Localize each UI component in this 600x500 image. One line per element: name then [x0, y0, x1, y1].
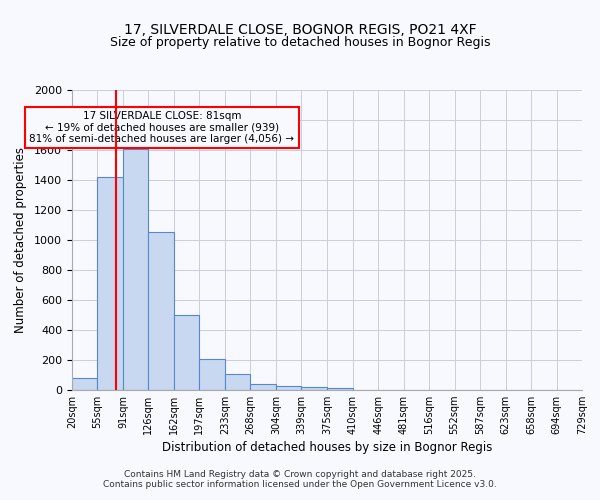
Bar [199, 359, 225, 390]
Bar [123, 148, 148, 390]
Y-axis label: Number of detached properties: Number of detached properties [14, 147, 27, 333]
Bar [301, 387, 328, 390]
Bar [225, 374, 250, 390]
Bar [328, 388, 353, 390]
Text: 17, SILVERDALE CLOSE, BOGNOR REGIS, PO21 4XF: 17, SILVERDALE CLOSE, BOGNOR REGIS, PO21… [124, 22, 476, 36]
Bar [250, 384, 276, 390]
Bar [276, 386, 301, 390]
X-axis label: Distribution of detached houses by size in Bognor Regis: Distribution of detached houses by size … [162, 442, 492, 454]
Bar [97, 177, 123, 390]
Text: Contains public sector information licensed under the Open Government Licence v3: Contains public sector information licen… [103, 480, 497, 489]
Bar [174, 315, 199, 390]
Text: Size of property relative to detached houses in Bognor Regis: Size of property relative to detached ho… [110, 36, 490, 49]
Bar [148, 232, 174, 390]
Bar [72, 378, 97, 390]
Text: 17 SILVERDALE CLOSE: 81sqm
← 19% of detached houses are smaller (939)
81% of sem: 17 SILVERDALE CLOSE: 81sqm ← 19% of deta… [29, 111, 295, 144]
Text: Contains HM Land Registry data © Crown copyright and database right 2025.: Contains HM Land Registry data © Crown c… [124, 470, 476, 479]
